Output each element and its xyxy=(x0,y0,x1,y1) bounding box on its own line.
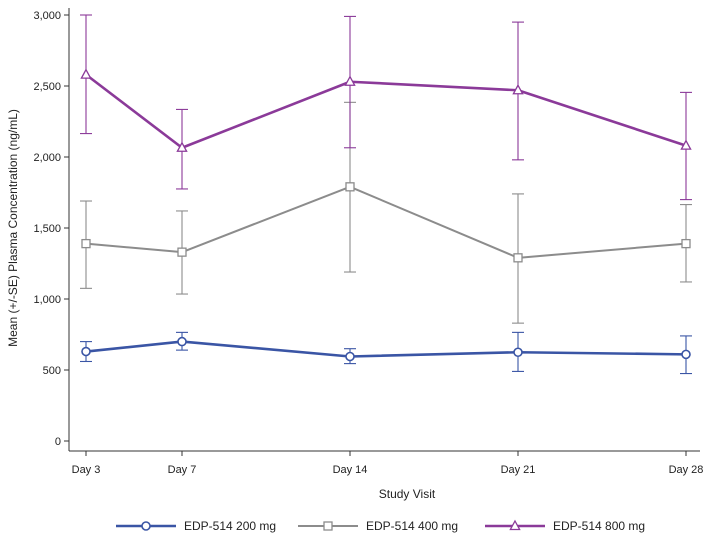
data-point xyxy=(680,139,692,150)
tick-group: 0 500 1,000 1,500 2,000 2,500 3,000 Day 3 Day 7 D… xyxy=(33,10,703,476)
series-layer xyxy=(80,14,692,375)
legend: EDP-514 200 mg EDP-514 400 mg EDP-514 800 … xyxy=(116,519,645,533)
x-axis-title: Study Visit xyxy=(379,487,436,501)
data-point xyxy=(176,141,188,152)
x-tick-label: Day 14 xyxy=(333,464,368,476)
y-tick-label: 2,000 xyxy=(33,152,61,164)
x-tick-label: Day 28 xyxy=(669,464,704,476)
y-tick-label: 1,000 xyxy=(33,294,61,306)
legend-item-edp-514-800-mg: EDP-514 800 mg xyxy=(485,519,645,533)
y-axis-title: Mean (+/-SE) Plasma Concentration (ng/mL… xyxy=(6,109,20,347)
legend-item-edp-514-400-mg: EDP-514 400 mg xyxy=(298,519,458,533)
y-tick-label: 500 xyxy=(43,365,61,377)
series-edp-514-400-mg xyxy=(80,101,692,324)
series-line xyxy=(85,340,687,358)
data-point xyxy=(81,238,91,249)
y-tick-label: 2,500 xyxy=(33,81,61,93)
data-point xyxy=(177,336,187,347)
legend-label: EDP-514 200 mg xyxy=(184,519,276,533)
data-point xyxy=(345,182,355,192)
y-tick-label: 3,000 xyxy=(33,10,61,22)
series-line xyxy=(85,73,687,150)
legend-label: EDP-514 400 mg xyxy=(366,519,458,533)
data-point xyxy=(345,351,355,362)
series-edp-514-800-mg xyxy=(80,14,692,201)
data-point xyxy=(681,238,691,249)
data-point xyxy=(344,75,356,86)
data-point xyxy=(512,83,524,95)
series-edp-514-200-mg xyxy=(80,331,692,375)
y-tick-label: 1,500 xyxy=(33,223,61,235)
x-tick-label: Day 7 xyxy=(168,464,197,476)
data-point xyxy=(80,68,92,79)
series-line xyxy=(85,185,687,259)
legend-marker xyxy=(323,521,333,531)
data-point xyxy=(513,253,523,263)
legend-item-edp-514-200-mg: EDP-514 200 mg xyxy=(116,519,276,533)
legend-marker xyxy=(509,519,521,531)
legend-marker xyxy=(141,521,151,531)
y-tick-label: 0 xyxy=(55,436,61,448)
data-point xyxy=(81,346,91,357)
x-tick-label: Day 21 xyxy=(501,464,536,476)
x-tick-label: Day 3 xyxy=(72,464,101,476)
legend-label: EDP-514 800 mg xyxy=(553,519,645,533)
axes xyxy=(68,8,700,452)
data-point xyxy=(681,349,691,360)
data-point xyxy=(177,247,187,257)
data-point xyxy=(513,347,523,358)
